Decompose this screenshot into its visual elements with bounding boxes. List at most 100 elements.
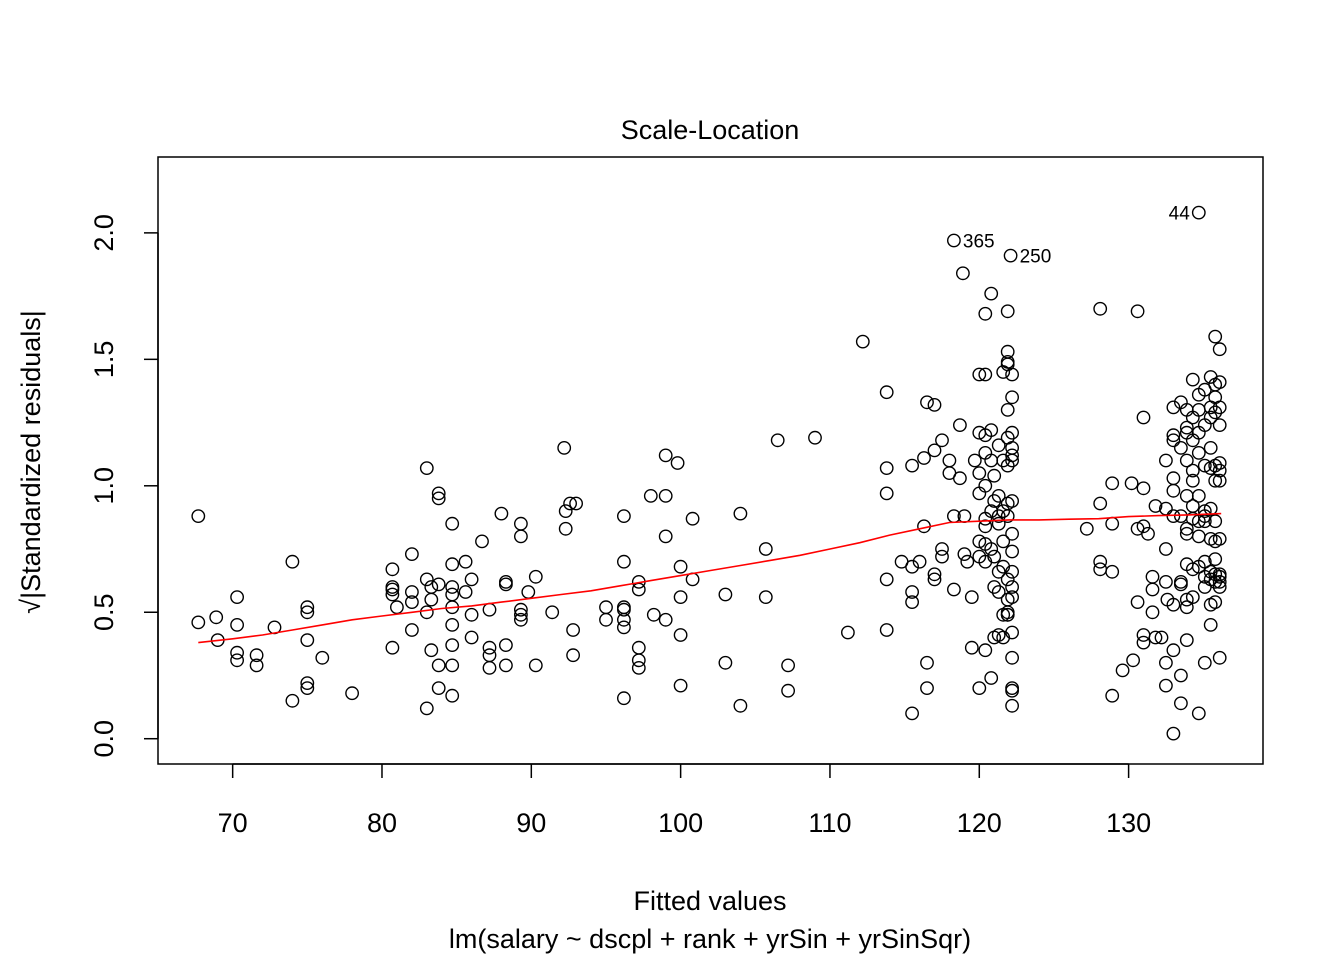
data-point	[1197, 458, 1212, 473]
data-point	[1197, 554, 1212, 569]
data-point	[991, 509, 1006, 523]
smooth-line	[198, 512, 1222, 644]
data-point	[528, 658, 543, 673]
data-point	[673, 678, 688, 693]
x-tick-label: 70	[218, 808, 248, 838]
data-point	[673, 590, 688, 604]
data-point	[879, 461, 894, 475]
data-point	[631, 661, 646, 675]
data-point	[1005, 650, 1019, 665]
data-point	[445, 638, 460, 652]
data-point	[566, 623, 580, 637]
data-point	[1166, 483, 1181, 498]
data-point	[514, 612, 528, 627]
data-point	[569, 496, 583, 511]
data-point	[1212, 342, 1227, 357]
data-point	[758, 542, 773, 556]
data-point	[498, 658, 513, 673]
data-point	[1179, 521, 1194, 536]
data-point	[718, 655, 733, 670]
data-point	[912, 554, 927, 569]
data-point	[230, 653, 245, 668]
data-point	[1191, 706, 1206, 721]
data-point	[1130, 595, 1145, 609]
data-point	[1166, 643, 1181, 658]
data-point	[617, 620, 631, 635]
data-point	[1191, 445, 1206, 460]
data-point	[545, 605, 560, 620]
chart-title: Scale-Location	[621, 115, 800, 145]
data-point	[1005, 494, 1019, 508]
data-point	[1166, 400, 1181, 415]
data-point	[996, 504, 1011, 518]
data-point	[879, 623, 894, 637]
x-axis: 70 80 90 100 110 120 130	[218, 763, 1151, 838]
data-point	[956, 266, 970, 281]
data-point	[563, 496, 577, 511]
data-point	[770, 433, 785, 448]
data-point	[475, 534, 489, 549]
data-point	[1174, 696, 1188, 711]
data-point	[431, 486, 446, 501]
data-point	[419, 701, 434, 716]
data-point	[445, 516, 460, 531]
data-point	[920, 681, 934, 695]
data-point	[464, 630, 479, 645]
data-point	[1000, 509, 1015, 523]
data-point	[927, 567, 942, 582]
data-point	[1003, 248, 1018, 263]
data-point	[191, 615, 206, 630]
data-point	[1185, 463, 1200, 478]
data-point	[953, 418, 967, 432]
data-point	[733, 506, 748, 521]
point-annotation: 365	[963, 232, 995, 253]
data-point	[1212, 375, 1227, 389]
data-point	[431, 658, 446, 673]
data-point	[1000, 607, 1015, 622]
data-point	[1145, 605, 1160, 620]
data-point	[464, 607, 479, 622]
data-point	[498, 638, 513, 652]
data-point	[658, 448, 673, 463]
data-point	[991, 585, 1006, 599]
data-point	[464, 572, 479, 587]
data-point	[385, 587, 400, 602]
data-point	[617, 554, 631, 569]
data-point	[1203, 618, 1218, 632]
data-point	[230, 618, 245, 632]
data-point	[249, 658, 264, 673]
data-point	[419, 461, 434, 475]
data-point	[345, 686, 359, 701]
data-point	[445, 658, 460, 673]
data-point	[879, 572, 894, 587]
data-point	[1166, 726, 1181, 741]
data-point	[631, 653, 646, 668]
data-point	[385, 640, 400, 655]
data-point	[987, 549, 1002, 564]
data-point	[1154, 630, 1169, 645]
data-point	[419, 572, 434, 587]
y-tick-label: 1.5	[89, 341, 119, 379]
data-point	[984, 423, 999, 437]
data-point	[1185, 372, 1200, 387]
data-point	[978, 367, 993, 382]
data-point	[566, 648, 580, 663]
data-point	[300, 600, 315, 615]
data-point	[967, 453, 982, 468]
data-point	[1179, 592, 1194, 607]
data-point	[1174, 577, 1188, 592]
data-point	[1191, 205, 1206, 220]
data-point	[1005, 448, 1019, 463]
x-axis-label: Fitted values	[633, 886, 786, 916]
data-point	[1203, 440, 1218, 455]
data-point	[494, 506, 509, 521]
data-point	[315, 650, 330, 665]
data-point	[984, 542, 999, 556]
y-tick-label: 0.5	[89, 593, 119, 631]
data-point	[670, 456, 685, 470]
data-point	[987, 580, 1002, 594]
data-point	[808, 430, 822, 445]
x-tick-label: 90	[516, 808, 546, 838]
data-point	[646, 607, 661, 622]
data-point	[1185, 473, 1200, 488]
